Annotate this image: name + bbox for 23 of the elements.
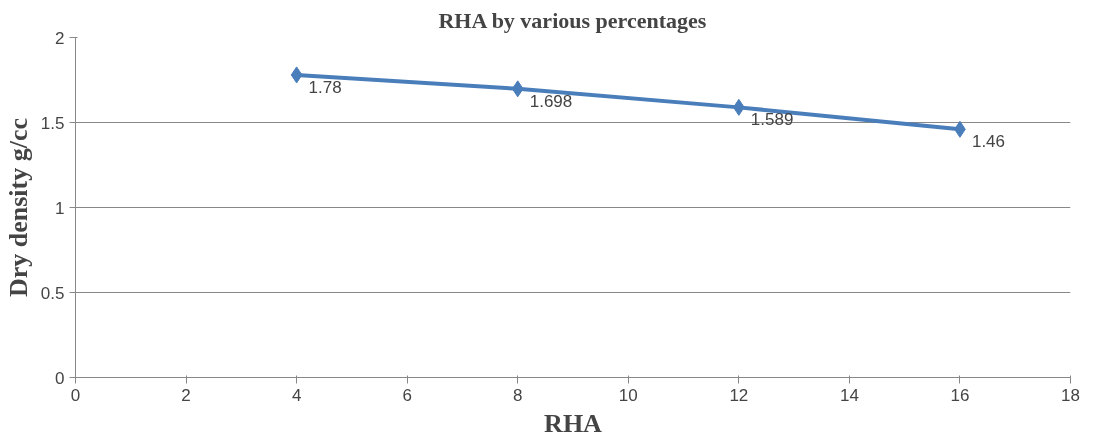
x-tick-label: 10 — [618, 385, 638, 405]
x-tick-label: 8 — [512, 385, 523, 405]
x-tick-label: 4 — [291, 385, 302, 405]
x-tick-label: 12 — [729, 385, 749, 405]
y-tick-label: 1.5 — [40, 113, 65, 133]
y-tick-label: 0 — [55, 368, 65, 388]
data-label: 1.698 — [529, 91, 573, 111]
x-tick-label: 14 — [839, 385, 859, 405]
y-axis-title: Dry density g/cc — [3, 117, 33, 298]
x-tick-label: 6 — [402, 385, 412, 405]
y-tick-label: 2 — [55, 28, 65, 48]
x-axis-title: RHA — [544, 408, 603, 438]
point — [290, 66, 303, 84]
x-tick-label: 18 — [1061, 385, 1080, 405]
data-label: 1.78 — [308, 77, 342, 97]
x-tick-label: 2 — [181, 385, 191, 405]
chart-title: RHA by various percentages — [438, 7, 707, 33]
y-tick-label: 0.5 — [40, 283, 65, 303]
y-tick-label: 1 — [55, 198, 65, 218]
data-label: 1.46 — [971, 132, 1006, 152]
x-tick-label: 16 — [950, 385, 970, 405]
x-tick-label: 0 — [70, 385, 81, 405]
point — [511, 80, 524, 98]
